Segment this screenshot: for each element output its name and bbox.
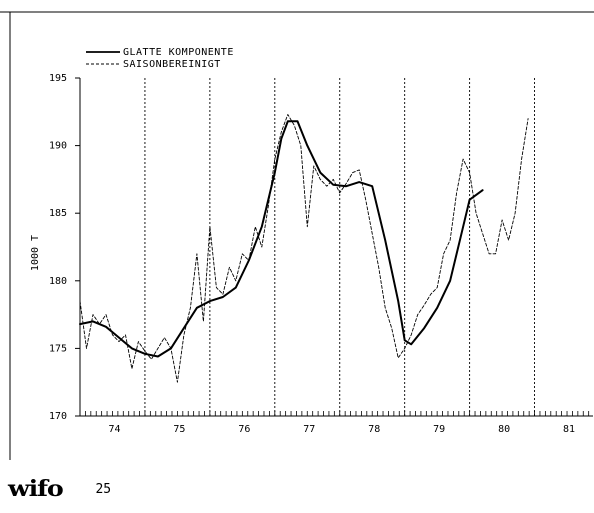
x-tick-label: 75 — [173, 424, 185, 435]
x-axis-ticks: 74 75 76 77 78 79 80 81 — [79, 411, 590, 435]
y-axis-label: 1000 T — [30, 235, 41, 271]
legend-label-smooth: GLATTE KOMPONENTE — [123, 47, 234, 58]
page-number: 25 — [95, 481, 112, 497]
y-tick-label: 180 — [49, 276, 67, 287]
x-tick-label: 78 — [368, 424, 380, 435]
y-tick-label: 170 — [49, 411, 67, 422]
axes — [79, 78, 593, 417]
x-tick-label: 79 — [433, 424, 445, 435]
series-lines — [79, 114, 529, 383]
y-axis-ticks: 170 175 180 185 190 195 — [49, 73, 80, 422]
x-tick-label: 76 — [238, 424, 250, 435]
y-tick-label: 195 — [49, 73, 67, 84]
series-line-smooth — [79, 120, 484, 358]
footer: wifo 25 — [8, 476, 111, 502]
y-tick-label: 175 — [49, 343, 67, 354]
y-tick-label: 190 — [49, 141, 67, 152]
y-tick-label: 185 — [49, 208, 67, 219]
x-tick-label: 80 — [498, 424, 510, 435]
legend-label-seasonal: SAISONBEREINIGT — [123, 59, 221, 70]
x-tick-label: 77 — [303, 424, 315, 435]
vertical-grid — [144, 78, 536, 416]
series-line-seasonal — [79, 114, 529, 383]
x-tick-label: 81 — [563, 424, 575, 435]
wifo-logo: wifo — [8, 476, 64, 502]
legend: GLATTE KOMPONENTE SAISONBEREINIGT — [86, 47, 234, 70]
x-tick-label: 74 — [108, 424, 120, 435]
